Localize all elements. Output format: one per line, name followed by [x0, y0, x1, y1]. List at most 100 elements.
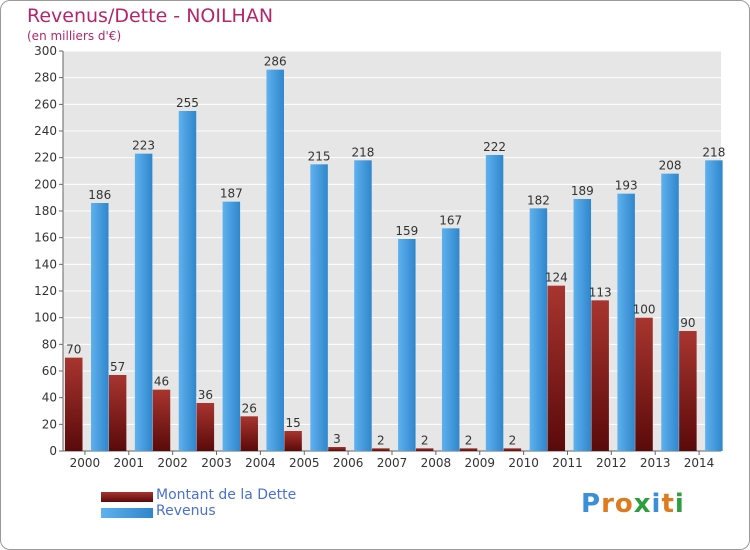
bars [65, 69, 723, 452]
bar-revenue [617, 193, 635, 451]
value-label-debt: 36 [198, 388, 213, 402]
bar-debt [635, 317, 653, 451]
value-label-revenue: 186 [88, 188, 111, 202]
x-tick-label: 2004 [245, 456, 276, 470]
bar-debt [547, 285, 566, 451]
logo-letter: t [661, 489, 675, 519]
value-label-revenue: 193 [615, 179, 638, 193]
value-label-revenue: 167 [439, 213, 462, 227]
legend-swatch-revenue [101, 508, 153, 518]
y-tick-label: 40 [42, 391, 57, 405]
x-tick-label: 2005 [289, 456, 320, 470]
value-label-debt: 57 [110, 360, 125, 374]
bar-debt [415, 448, 434, 451]
y-tick-label: 80 [42, 337, 57, 351]
logo-letter: i [674, 489, 685, 519]
value-label-debt: 15 [285, 416, 300, 430]
y-tick-label: 240 [34, 124, 57, 138]
x-tick-label: 2002 [157, 456, 188, 470]
value-label-revenue: 286 [264, 55, 287, 69]
plot-area [63, 51, 721, 451]
value-label-debt: 100 [633, 303, 656, 317]
bar-revenue [134, 153, 153, 451]
x-tick-label: 2012 [596, 456, 627, 470]
bar-debt [372, 448, 390, 451]
chart-title: Revenus/Dette - NOILHAN [27, 5, 274, 27]
bar-revenue [222, 201, 241, 451]
grid-lines [63, 50, 721, 452]
value-label-debt: 113 [589, 285, 612, 299]
bar-revenue [705, 160, 723, 452]
value-label-debt: 26 [242, 401, 257, 415]
bar-revenue [91, 203, 109, 451]
value-label-debt: 70 [66, 343, 81, 357]
value-label-revenue: 223 [132, 139, 155, 153]
y-tick-label: 20 [42, 417, 57, 431]
value-label-debt: 2 [377, 433, 385, 447]
legend-label-revenue: Revenus [156, 503, 216, 519]
x-tick-label: 2006 [333, 456, 364, 470]
x-tick-label: 2003 [201, 456, 232, 470]
value-label-debt: 90 [680, 316, 695, 330]
bar-revenue [661, 173, 679, 451]
y-tick-label: 200 [34, 177, 57, 191]
x-tick-label: 2009 [464, 456, 495, 470]
bar-debt [108, 375, 127, 451]
y-tick-label: 0 [49, 444, 57, 458]
legend-swatch-debt [101, 492, 153, 502]
bar-revenue [441, 228, 460, 451]
x-tick-label: 2011 [552, 456, 583, 470]
bar-revenue [266, 69, 284, 452]
y-tick-label: 160 [34, 231, 57, 245]
x-axis-ticks: 2000 2001 2002 2003 2004 2005 2006 2007 2008 2009… [70, 451, 715, 470]
x-tick-label: 2013 [640, 456, 671, 470]
y-tick-label: 220 [34, 151, 57, 165]
x-tick-label: 2001 [114, 456, 145, 470]
logo-letter: i [651, 489, 662, 519]
y-tick-label: 180 [34, 204, 57, 218]
value-label-revenue: 255 [176, 96, 199, 110]
x-tick-label: 2000 [70, 456, 101, 470]
value-label-debt: 2 [465, 433, 473, 447]
value-label-revenue: 218 [351, 145, 374, 159]
bar-debt [328, 447, 346, 451]
bar-debt [65, 357, 83, 451]
value-label-revenue: 215 [308, 149, 331, 163]
x-tick-label: 2007 [377, 456, 408, 470]
value-label-revenue: 159 [395, 224, 418, 238]
bar-debt [152, 389, 171, 451]
x-tick-label: 2010 [508, 456, 539, 470]
bar-revenue [354, 160, 372, 452]
bar-revenue [310, 164, 328, 452]
logo-letter: x [633, 489, 652, 519]
bar-debt [591, 300, 609, 451]
value-label-debt: 2 [421, 433, 429, 447]
y-tick-label: 140 [34, 257, 57, 271]
bar-debt [240, 416, 258, 451]
proxiti-logo: Proxiti [581, 489, 685, 519]
bar-debt [196, 403, 215, 451]
value-label-debt: 3 [333, 432, 341, 446]
y-tick-label: 260 [34, 97, 57, 111]
logo-letter: P [581, 489, 602, 519]
value-label-debt: 124 [545, 271, 568, 285]
value-label-revenue: 222 [483, 140, 506, 154]
y-tick-label: 280 [34, 71, 57, 85]
y-tick-label: 100 [34, 311, 57, 325]
logo-letter: o [614, 489, 634, 519]
x-tick-label: 2008 [421, 456, 452, 470]
legend-label-debt: Montant de la Dette [156, 487, 297, 503]
value-label-debt: 46 [154, 375, 169, 389]
value-label-revenue: 189 [571, 184, 594, 198]
bar-debt [284, 431, 302, 451]
value-labels: 7018657223462553618726286152153218215921… [66, 55, 725, 448]
bar-debt [503, 448, 522, 451]
bar-revenue [529, 208, 548, 451]
plot-background [63, 51, 721, 451]
bar-revenue [178, 111, 197, 451]
value-label-revenue: 182 [527, 193, 550, 207]
bar-debt [459, 448, 478, 451]
x-tick-label: 2014 [684, 456, 715, 470]
